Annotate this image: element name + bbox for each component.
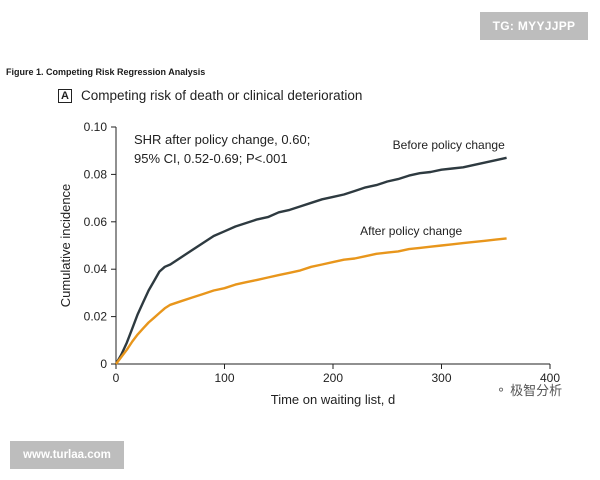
y-tick-label: 0.06 xyxy=(84,215,108,229)
x-tick-label: 100 xyxy=(214,371,234,385)
y-axis-label: Cumulative incidence xyxy=(58,184,73,308)
panel-header: A Competing risk of death or clinical de… xyxy=(58,88,362,103)
watermark-text: 极智分析 xyxy=(510,383,563,398)
series-label-before: Before policy change xyxy=(393,138,505,152)
x-axis-label: Time on waiting list, d xyxy=(271,392,396,407)
site-url-badge: www.turlaa.com xyxy=(10,441,124,469)
watermark: ⚬ 极智分析 xyxy=(496,380,562,399)
x-tick-label: 300 xyxy=(431,371,451,385)
series-line-after xyxy=(115,237,507,365)
x-tick-label: 400 xyxy=(540,371,560,385)
figure-caption: Figure 1. Competing Risk Regression Anal… xyxy=(6,67,206,77)
y-tick-label: 0.04 xyxy=(84,262,108,276)
y-tick-label: 0.02 xyxy=(84,310,108,324)
x-tick-label: 200 xyxy=(323,371,343,385)
series-line-before xyxy=(114,156,507,365)
series-label-after: After policy change xyxy=(360,224,462,238)
wechat-icon: ⚬ xyxy=(496,382,507,397)
channel-tag-badge: TG: MYYJJPP xyxy=(480,12,588,40)
annotation-line-2: 95% CI, 0.52-0.69; P<.001 xyxy=(134,151,288,166)
panel-letter-box: A xyxy=(58,88,72,103)
y-tick-label: 0.08 xyxy=(84,167,108,181)
y-tick-label: 0.10 xyxy=(84,120,108,134)
x-tick-label: 0 xyxy=(113,371,120,385)
y-tick-label: 0 xyxy=(100,357,107,371)
panel-title: Competing risk of death or clinical dete… xyxy=(81,88,363,103)
annotation-line-1: SHR after policy change, 0.60; xyxy=(134,132,310,147)
